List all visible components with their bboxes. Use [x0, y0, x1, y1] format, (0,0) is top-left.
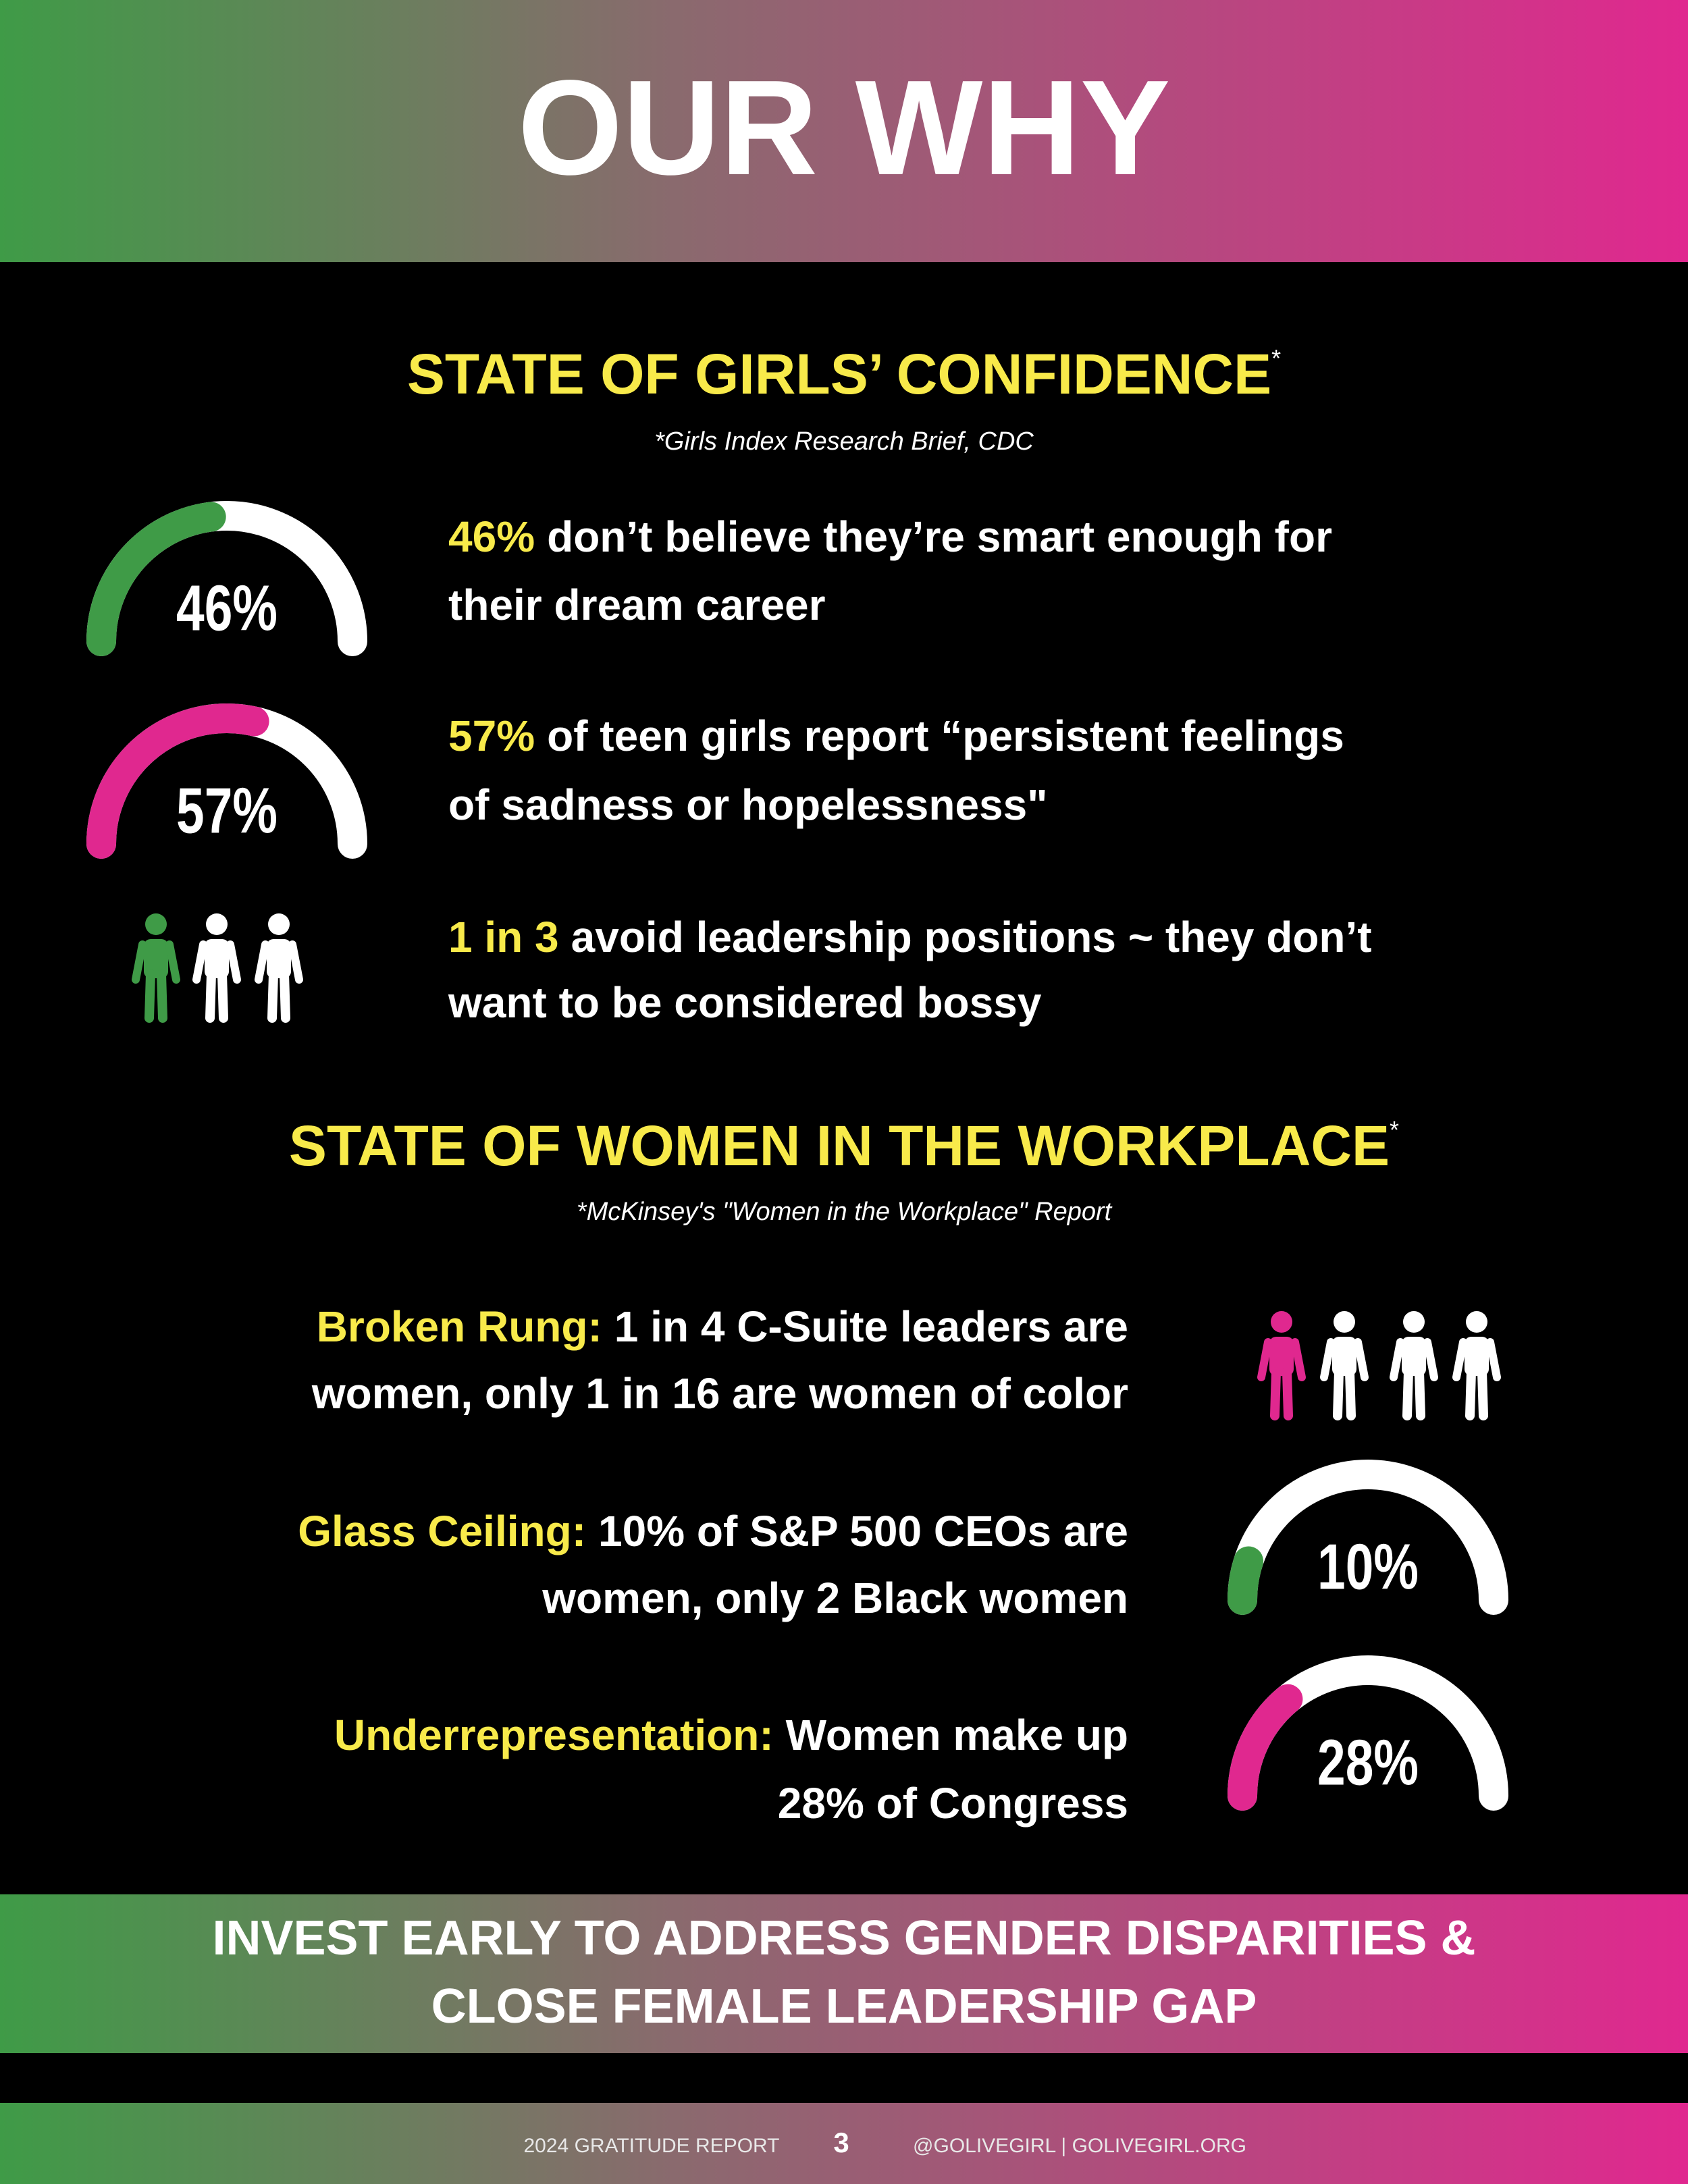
statement-text: of teen girls report “persistent feeling…: [547, 712, 1344, 760]
statement-text: 1 in 4 C-Suite leaders are: [614, 1302, 1128, 1351]
header-band: [0, 0, 1688, 262]
statement-line: 46% don’t believe they’re smart enough fo…: [448, 512, 1332, 561]
banner-line: CLOSE FEMALE LEADERSHIP GAP: [431, 1979, 1257, 2033]
page-number: 3: [833, 2127, 849, 2158]
statement-highlight: 57%: [448, 712, 535, 760]
gauge-label: 10%: [1317, 1530, 1419, 1603]
statement-line: 1 in 3 avoid leadership positions ~ they …: [448, 913, 1372, 961]
statement-line: Broken Rung: 1 in 4 C-Suite leaders are: [317, 1302, 1128, 1351]
statement-text: avoid leadership positions ~ they don’t: [571, 913, 1372, 961]
gauge-label: 57%: [176, 774, 278, 847]
footer-links: @GOLIVEGIRL | GOLIVEGIRL.ORG: [913, 2135, 1246, 2157]
gauge-track: [1228, 1460, 1508, 1615]
statement-line: women, only 1 in 16 are women of color: [311, 1369, 1128, 1418]
statement-text: 10% of S&P 500 CEOs are: [598, 1507, 1128, 1555]
section-title-text: STATE OF WOMEN IN THE WORKPLACE: [289, 1114, 1390, 1177]
section-source: *McKinsey's "Women in the Workplace" Rep…: [577, 1198, 1113, 1226]
banner-line: INVEST EARLY TO ADDRESS GENDER DISPARITI…: [212, 1911, 1475, 1965]
statement-line: Glass Ceiling: 10% of S&P 500 CEOs are: [298, 1507, 1128, 1555]
statement-line: of sadness or hopelessness": [448, 780, 1048, 829]
gauge-fill: [1228, 1546, 1264, 1615]
footer-report: 2024 GRATITUDE REPORT: [524, 2135, 780, 2157]
gauge-label: 28%: [1317, 1726, 1419, 1799]
section-title: STATE OF GIRLS’ CONFIDENCE*: [407, 342, 1281, 406]
section-title-text: STATE OF GIRLS’ CONFIDENCE: [407, 342, 1271, 406]
statement-line: 57% of teen girls report “persistent feel…: [448, 712, 1344, 760]
page-title: OUR WHY: [518, 53, 1171, 203]
banner-band: [0, 1894, 1688, 2053]
statement-highlight: Underrepresentation:: [334, 1711, 774, 1759]
statement-highlight: Broken Rung:: [317, 1302, 602, 1351]
statement-text: Women make up: [786, 1711, 1128, 1759]
gauge-fill: [86, 703, 269, 859]
gauge-label: 46%: [176, 572, 278, 644]
footnote-marker: *: [1271, 344, 1281, 372]
footnote-marker: *: [1390, 1116, 1399, 1144]
statement-line: Underrepresentation: Women make up: [334, 1711, 1128, 1759]
statement-text: don’t believe they’re smart enough for: [547, 512, 1332, 561]
statement-highlight: Glass Ceiling:: [298, 1507, 586, 1555]
statement-line: their dream career: [448, 581, 826, 629]
statement-highlight: 1 in 3: [448, 913, 559, 961]
statement-line: 28% of Congress: [778, 1779, 1128, 1828]
gauge-fill: [1228, 1684, 1303, 1811]
statement-line: want to be considered bossy: [448, 978, 1042, 1027]
section-title: STATE OF WOMEN IN THE WORKPLACE*: [289, 1114, 1399, 1177]
footer-band: [0, 2103, 1688, 2184]
statement-highlight: 46%: [448, 512, 535, 561]
statement-line: women, only 2 Black women: [542, 1574, 1128, 1622]
section-source: *Girls Index Research Brief, CDC: [654, 427, 1034, 456]
gauge-fill: [86, 502, 226, 656]
